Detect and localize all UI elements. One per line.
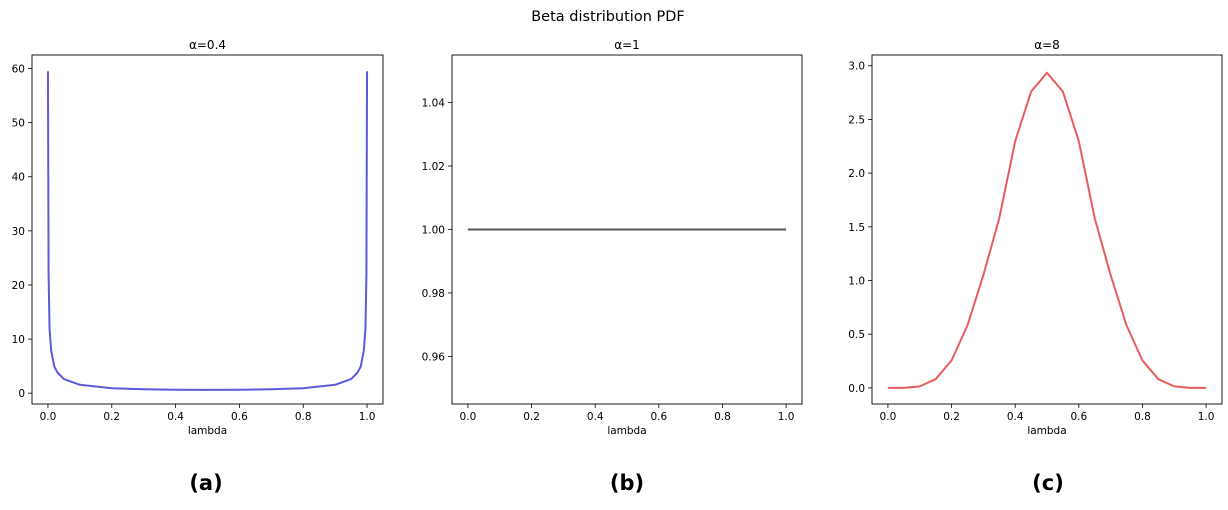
y-tick-label-a: 50 [12, 118, 25, 130]
caption-b: (b) [610, 471, 644, 495]
x-tick-label-b: 0.4 [587, 411, 604, 423]
caption-c: (c) [1032, 471, 1064, 495]
x-axis-label-b: lambda [607, 425, 646, 437]
y-tick-label-a: 20 [12, 280, 25, 292]
plot-frame-c [871, 54, 1223, 405]
x-tick-label-c: 1.0 [1198, 411, 1215, 423]
x-tick-label-c: 0.0 [880, 411, 897, 423]
x-tick-label-b: 0.6 [650, 411, 667, 423]
x-tick-label-c: 0.8 [1134, 411, 1151, 423]
series-line-c-0 [887, 71, 1207, 389]
chart-panel-a: α=0.4 0.0 0.2 0.4 0.6 0.8 1.0 0 10 20 30 40 50 60 lamb… [12, 38, 384, 437]
x-tick-label-c: 0.2 [943, 411, 960, 423]
x-tick-label-a: 1.0 [359, 411, 376, 423]
x-tick-label-a: 0.2 [103, 411, 120, 423]
x-axis-label-c: lambda [1027, 425, 1066, 437]
chart-panel-c: α=8 0.0 0.2 0.4 0.6 0.8 1.0 0.0 0.5 1.0 1.5 2.0 2.5 3… [848, 38, 1223, 437]
y-tick-label-b: 0.96 [422, 351, 446, 363]
y-tick-label-c: 2.0 [848, 168, 865, 180]
panel-title-b: α=1 [614, 38, 640, 52]
panel-title-c: α=8 [1034, 38, 1060, 52]
y-tick-label-a: 60 [12, 64, 25, 76]
y-tick-label-b: 0.98 [422, 288, 445, 300]
x-axis-label-a: lambda [188, 425, 227, 437]
y-tick-label-a: 30 [12, 226, 25, 238]
y-tick-label-c: 0.0 [848, 383, 865, 395]
x-tick-label-a: 0.8 [295, 411, 312, 423]
x-tick-label-b: 0.8 [714, 411, 731, 423]
y-tick-label-a: 0 [18, 388, 25, 400]
x-tick-label-a: 0.6 [231, 411, 248, 423]
x-tick-label-b: 1.0 [778, 411, 795, 423]
y-tick-label-b: 1.00 [422, 225, 445, 237]
y-tick-label-b: 1.04 [422, 98, 446, 110]
figure-title: Beta distribution PDF [531, 9, 685, 25]
caption-a: (a) [189, 471, 222, 495]
chart-panel-b: α=1 0.0 0.2 0.4 0.6 0.8 1.0 0.96 0.98 1.00 1.02 1.0… [422, 38, 803, 437]
y-tick-label-c: 1.5 [848, 222, 865, 234]
x-tick-label-a: 0.0 [40, 411, 57, 423]
x-tick-label-c: 0.4 [1007, 411, 1024, 423]
x-tick-label-a: 0.4 [167, 411, 184, 423]
y-tick-label-b: 1.02 [422, 161, 445, 173]
y-tick-label-c: 3.0 [848, 61, 865, 73]
plot-frame-a [31, 54, 384, 405]
panel-title-a: α=0.4 [189, 38, 226, 52]
y-tick-label-c: 2.5 [848, 114, 865, 126]
y-tick-label-c: 1.0 [848, 276, 865, 288]
y-tick-label-a: 10 [12, 334, 25, 346]
x-tick-label-c: 0.6 [1070, 411, 1087, 423]
series-line-a-0 [46, 71, 369, 391]
x-tick-label-b: 0.0 [460, 411, 477, 423]
y-tick-label-c: 0.5 [848, 329, 865, 341]
x-tick-label-b: 0.2 [523, 411, 540, 423]
y-tick-label-a: 40 [12, 172, 25, 184]
